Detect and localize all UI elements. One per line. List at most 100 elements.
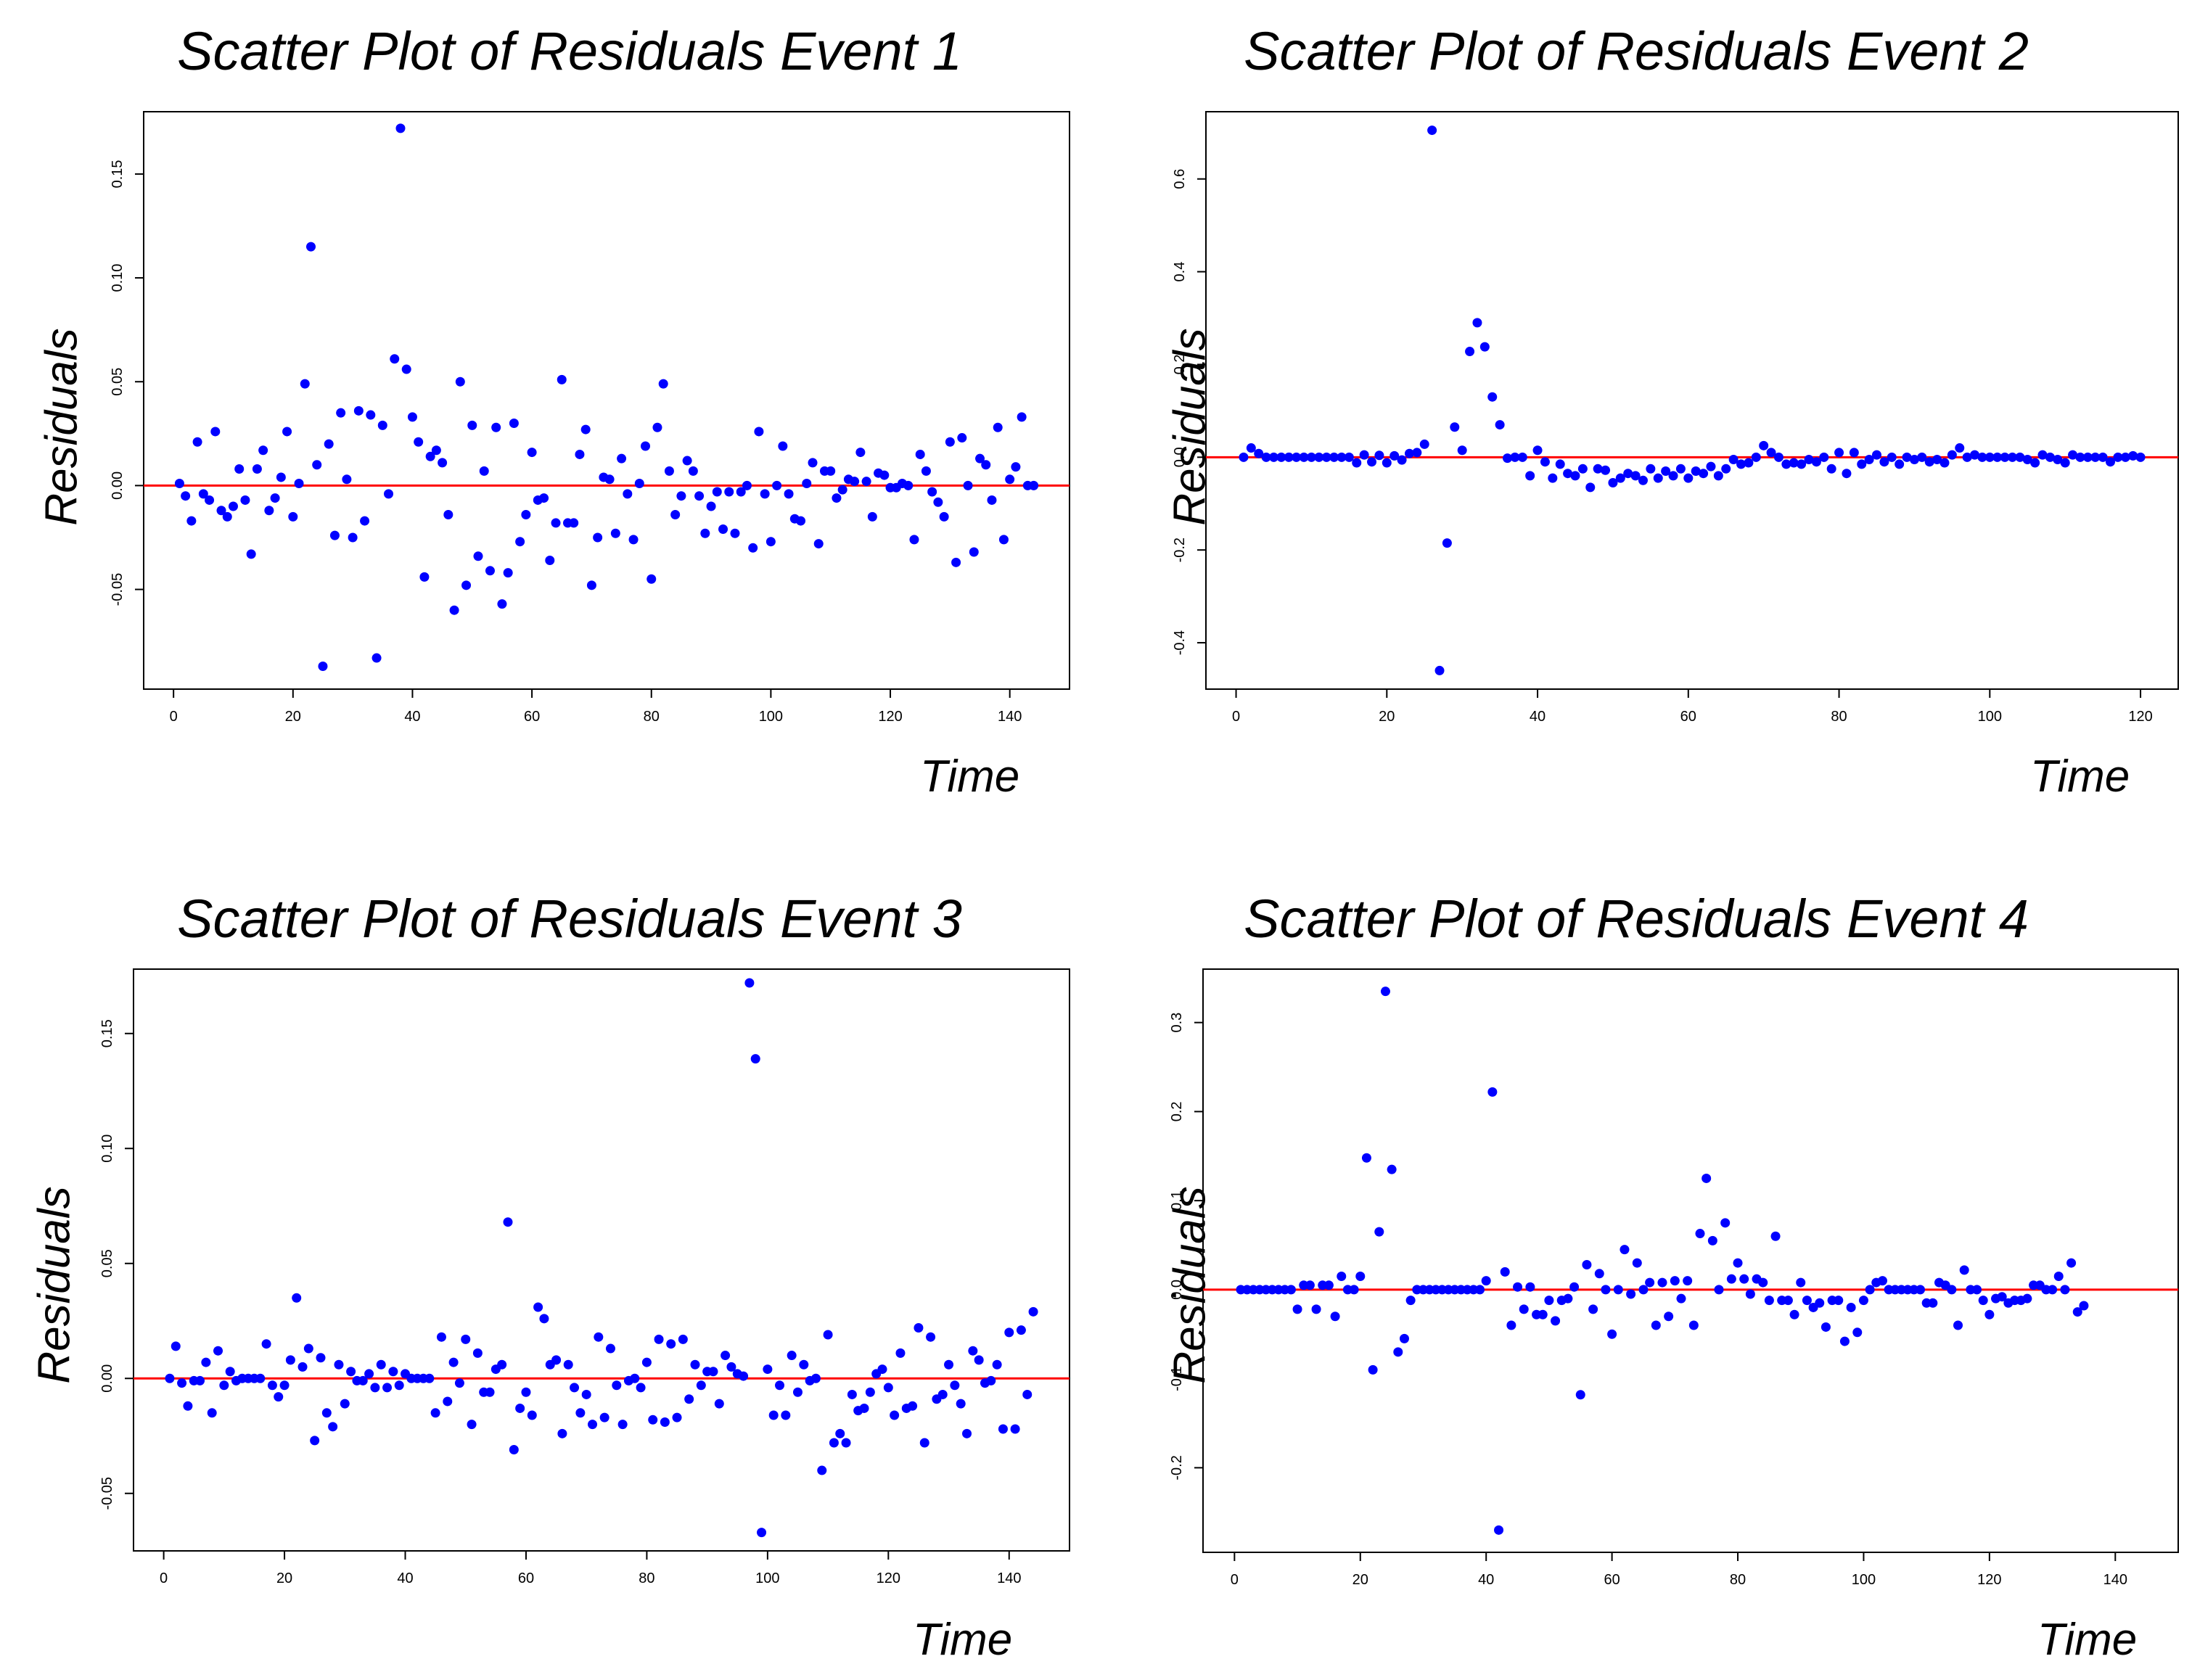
x-tick-label: 20 bbox=[285, 709, 301, 725]
x-axis-label: Time bbox=[2030, 752, 2130, 802]
data-point bbox=[1997, 1292, 2007, 1302]
y-tick-label: -0.1 bbox=[1169, 1366, 1185, 1391]
data-point bbox=[1503, 453, 1513, 464]
data-point bbox=[234, 464, 245, 474]
data-point bbox=[1397, 455, 1407, 465]
data-point bbox=[975, 453, 985, 464]
data-point bbox=[1513, 1282, 1523, 1292]
data-point bbox=[760, 489, 770, 499]
data-point bbox=[225, 1367, 235, 1377]
data-point bbox=[1984, 452, 1995, 462]
data-point bbox=[321, 1408, 332, 1418]
data-point bbox=[963, 480, 973, 490]
data-point bbox=[1726, 1274, 1736, 1284]
data-point bbox=[2007, 452, 2017, 462]
data-point bbox=[2022, 1293, 2032, 1304]
data-point bbox=[171, 1341, 181, 1351]
data-point bbox=[1947, 1285, 1957, 1295]
x-axis-label: Time bbox=[913, 1615, 1013, 1665]
scatter-plot-event-1: 0 20 40 60 80 100 120 140 -0.05 0.00 0.05 0.10 0.15 bbox=[110, 111, 1070, 725]
data-point bbox=[1254, 448, 1264, 458]
data-point bbox=[1970, 450, 1980, 460]
data-point bbox=[1510, 452, 1520, 462]
data-point bbox=[612, 1380, 622, 1391]
data-point bbox=[987, 495, 997, 505]
data-point bbox=[384, 489, 394, 499]
data-point bbox=[1924, 457, 1934, 467]
data-point bbox=[877, 1364, 887, 1375]
data-point bbox=[1978, 1296, 1988, 1306]
data-point bbox=[951, 557, 961, 567]
data-point bbox=[1744, 458, 1754, 468]
data-point bbox=[252, 464, 262, 474]
data-point bbox=[390, 354, 400, 364]
data-point bbox=[1613, 1285, 1623, 1295]
data-point bbox=[1721, 464, 1731, 474]
data-point bbox=[509, 418, 519, 428]
data-point bbox=[1871, 450, 1881, 460]
data-point bbox=[1984, 1309, 1995, 1319]
data-point bbox=[1764, 1296, 1774, 1306]
data-point bbox=[177, 1378, 187, 1388]
x-tick-label: 0 bbox=[160, 1570, 168, 1586]
data-point bbox=[491, 422, 501, 432]
data-point bbox=[2053, 1271, 2064, 1281]
data-point bbox=[599, 1412, 609, 1422]
data-point bbox=[950, 1380, 960, 1391]
data-point bbox=[316, 1353, 326, 1363]
data-point bbox=[1427, 125, 1437, 136]
data-point bbox=[1877, 1276, 1887, 1286]
data-point bbox=[1797, 459, 1807, 469]
data-point bbox=[264, 506, 274, 516]
data-point bbox=[641, 1357, 652, 1367]
y-tick-label: 0.00 bbox=[99, 1364, 115, 1393]
x-tick-label: 20 bbox=[1379, 709, 1395, 725]
data-point bbox=[1540, 457, 1550, 467]
data-point bbox=[841, 1438, 851, 1448]
data-point bbox=[382, 1383, 393, 1393]
data-point bbox=[1766, 448, 1776, 458]
data-point bbox=[1601, 465, 1611, 475]
data-point bbox=[521, 509, 531, 519]
x-tick-label: 100 bbox=[1852, 1572, 1876, 1588]
data-point bbox=[865, 1387, 875, 1397]
data-point bbox=[2030, 458, 2040, 468]
data-point bbox=[1585, 482, 1596, 493]
data-point bbox=[1668, 471, 1678, 481]
data-point bbox=[664, 466, 674, 476]
data-point bbox=[1450, 422, 1460, 432]
x-tick-label: 60 bbox=[518, 1570, 534, 1586]
x-tick-label: 140 bbox=[997, 1570, 1021, 1586]
data-point bbox=[1399, 1333, 1409, 1343]
data-point bbox=[1947, 450, 1957, 460]
data-point bbox=[1733, 1258, 1743, 1268]
data-point bbox=[388, 1367, 398, 1377]
data-point bbox=[222, 511, 232, 522]
data-point bbox=[2135, 452, 2146, 462]
data-point bbox=[1268, 452, 1278, 462]
data-point bbox=[778, 441, 788, 451]
data-point bbox=[1382, 458, 1392, 468]
data-point bbox=[1651, 1320, 1661, 1330]
data-point bbox=[1849, 448, 1859, 458]
data-point bbox=[2128, 450, 2138, 461]
data-point bbox=[1337, 1271, 1347, 1281]
data-point bbox=[1758, 1277, 1768, 1288]
data-point bbox=[563, 1359, 573, 1370]
data-point bbox=[772, 480, 782, 490]
data-point bbox=[2072, 1307, 2082, 1317]
data-point bbox=[1569, 1282, 1580, 1292]
x-tick-label: 80 bbox=[1831, 709, 1847, 725]
x-tick-label: 60 bbox=[524, 709, 540, 725]
data-point bbox=[1623, 469, 1633, 479]
data-point bbox=[1481, 1276, 1491, 1286]
data-point bbox=[784, 489, 794, 499]
data-point bbox=[394, 1380, 404, 1391]
data-point bbox=[1004, 1327, 1014, 1338]
data-point bbox=[1796, 1277, 1806, 1288]
data-point bbox=[1405, 1296, 1416, 1306]
data-point bbox=[1675, 464, 1686, 474]
data-point bbox=[915, 449, 925, 459]
data-point bbox=[859, 1403, 869, 1413]
data-point bbox=[721, 1351, 731, 1361]
